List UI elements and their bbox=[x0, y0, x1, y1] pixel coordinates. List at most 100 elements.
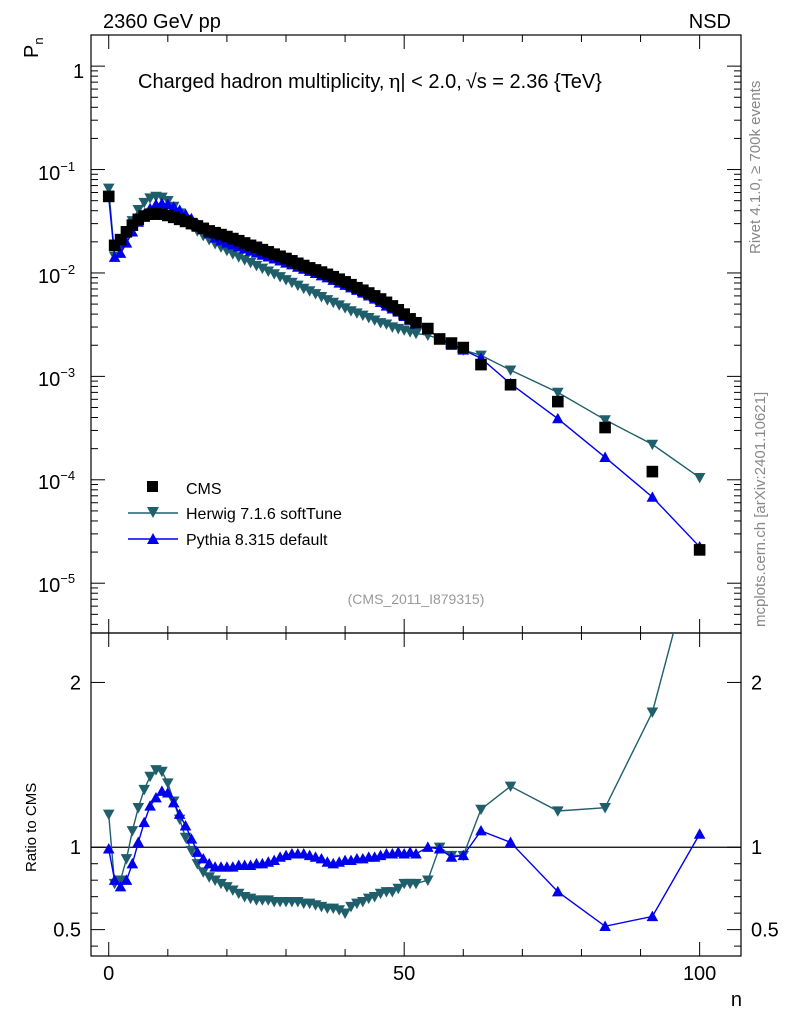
point-cms bbox=[351, 281, 363, 294]
ratio-ytick-label: 2 bbox=[70, 672, 81, 694]
ratio-point-pythia-8-315-default bbox=[173, 808, 186, 819]
ratio-point-herwig-7-1-6-softtune bbox=[646, 707, 659, 718]
point-cms bbox=[185, 217, 198, 230]
ratio-point-herwig-7-1-6-softtune bbox=[345, 901, 357, 913]
point-cms bbox=[167, 211, 180, 224]
point-herwig-7-1-6-softtune bbox=[102, 183, 115, 195]
ytick-label-1e-5-exp: −5 bbox=[60, 571, 75, 586]
ratio-point-pythia-8-315-default bbox=[475, 824, 487, 836]
point-herwig-7-1-6-softtune bbox=[232, 252, 245, 263]
legend-marker-herwig bbox=[147, 507, 159, 518]
point-cms bbox=[422, 322, 434, 335]
ytick-label-1: 1 bbox=[73, 61, 84, 83]
top-y-label-main: P bbox=[21, 45, 43, 58]
point-cms bbox=[179, 215, 192, 228]
point-cms bbox=[280, 252, 292, 265]
point-cms bbox=[433, 333, 446, 345]
point-cms bbox=[303, 262, 316, 274]
point-herwig-7-1-6-softtune bbox=[286, 277, 298, 289]
point-herwig-7-1-6-softtune bbox=[315, 292, 328, 303]
ratio-point-pythia-8-315-default bbox=[138, 816, 150, 828]
ratio-point-pythia-8-315-default bbox=[315, 852, 328, 864]
ratio-point-pythia-8-315-default bbox=[167, 796, 180, 808]
top-series-layer bbox=[102, 183, 706, 556]
ratio-point-herwig-7-1-6-softtune bbox=[215, 878, 227, 890]
top-y-label-sub: n bbox=[31, 37, 46, 44]
ratio-point-pythia-8-315-default bbox=[108, 874, 121, 885]
ratio-ytick-label: 0.5 bbox=[53, 920, 81, 942]
point-herwig-7-1-6-softtune bbox=[504, 365, 517, 376]
point-cms bbox=[227, 232, 239, 245]
point-cms bbox=[244, 239, 257, 252]
ratio-point-herwig-7-1-6-softtune bbox=[102, 809, 115, 821]
point-cms bbox=[238, 237, 251, 249]
point-cms bbox=[286, 255, 298, 267]
point-cms bbox=[345, 278, 357, 291]
point-herwig-7-1-6-softtune bbox=[256, 263, 269, 275]
ytick-label-1e-2-base: 10 bbox=[38, 266, 60, 288]
ratio-series-layer bbox=[102, 633, 706, 931]
point-pythia-8-315-default bbox=[167, 201, 180, 212]
point-cms bbox=[209, 226, 221, 239]
legend-label-pythia: Pythia 8.315 default bbox=[186, 532, 328, 549]
ratio-point-pythia-8-315-default bbox=[132, 836, 145, 847]
ratio-point-herwig-7-1-6-softtune bbox=[221, 882, 233, 893]
point-herwig-7-1-6-softtune bbox=[368, 315, 381, 326]
ratio-point-herwig-7-1-6-softtune bbox=[227, 885, 239, 896]
point-herwig-7-1-6-softtune bbox=[238, 255, 251, 266]
ratio-point-pythia-8-315-default bbox=[457, 849, 470, 861]
legend-label-herwig: Herwig 7.1.6 softTune bbox=[186, 506, 342, 523]
point-cms bbox=[309, 264, 322, 276]
point-cms bbox=[120, 226, 133, 238]
ratio-point-herwig-7-1-6-softtune bbox=[144, 771, 156, 783]
top-y-label: Pn bbox=[21, 37, 46, 58]
point-herwig-7-1-6-softtune bbox=[327, 297, 340, 309]
point-pythia-8-315-default bbox=[646, 491, 659, 502]
point-cms bbox=[173, 213, 186, 226]
ratio-point-pythia-8-315-default bbox=[144, 800, 156, 811]
point-herwig-7-1-6-softtune bbox=[552, 387, 564, 399]
point-herwig-7-1-6-softtune bbox=[132, 204, 145, 216]
point-pythia-8-315-default bbox=[162, 198, 174, 210]
point-pythia-8-315-default bbox=[552, 412, 564, 424]
point-cms bbox=[150, 207, 162, 220]
ratio-point-herwig-7-1-6-softtune bbox=[162, 778, 174, 789]
ratio-axis-ticks bbox=[91, 633, 741, 956]
title-eta: η bbox=[388, 69, 400, 93]
ratio-point-herwig-7-1-6-softtune bbox=[179, 832, 192, 844]
ratio-point-herwig-7-1-6-softtune bbox=[232, 888, 245, 900]
point-herwig-7-1-6-softtune bbox=[227, 249, 239, 260]
point-herwig-7-1-6-softtune bbox=[138, 197, 150, 209]
point-pythia-8-315-default bbox=[599, 451, 611, 462]
point-cms bbox=[333, 273, 345, 286]
ratio-point-herwig-7-1-6-softtune bbox=[203, 872, 215, 883]
point-cms bbox=[321, 268, 334, 281]
ratio-point-pythia-8-315-default bbox=[433, 843, 446, 854]
ytick-label-1e-3-base: 10 bbox=[38, 369, 60, 391]
point-cms bbox=[144, 208, 156, 221]
ytick-label-1e-3-exp: −3 bbox=[60, 365, 75, 380]
point-herwig-7-1-6-softtune bbox=[280, 275, 292, 286]
point-herwig-7-1-6-softtune bbox=[380, 319, 393, 330]
ratio-series-pythia-8-315-default bbox=[102, 785, 706, 931]
analysis-watermark: (CMS_2011_I879315) bbox=[348, 591, 485, 607]
title-sqrt: √ bbox=[466, 71, 477, 93]
ratio-point-herwig-7-1-6-softtune bbox=[156, 766, 168, 778]
point-cms bbox=[475, 358, 487, 371]
ratio-point-herwig-7-1-6-softtune bbox=[120, 854, 133, 865]
point-cms bbox=[250, 241, 263, 254]
title-part-c: s = 2.36 {TeV} bbox=[477, 71, 602, 93]
ratio-point-pythia-8-315-default bbox=[203, 857, 215, 869]
header-right-label: NSD bbox=[689, 11, 731, 33]
point-herwig-7-1-6-softtune bbox=[244, 257, 257, 269]
point-cms bbox=[392, 304, 405, 316]
top-y-tick-labels: 1 10−1 10−2 10−3 10−4 10−5 bbox=[38, 61, 84, 597]
point-cms bbox=[262, 246, 275, 258]
point-cms bbox=[357, 284, 369, 297]
point-cms bbox=[404, 313, 416, 325]
ytick-label-1e-1-base: 10 bbox=[38, 163, 60, 185]
ratio-y-label: Ratio to CMS bbox=[23, 783, 40, 872]
point-cms bbox=[693, 544, 706, 556]
point-cms bbox=[197, 222, 210, 235]
ratio-point-pythia-8-315-default bbox=[126, 857, 139, 869]
